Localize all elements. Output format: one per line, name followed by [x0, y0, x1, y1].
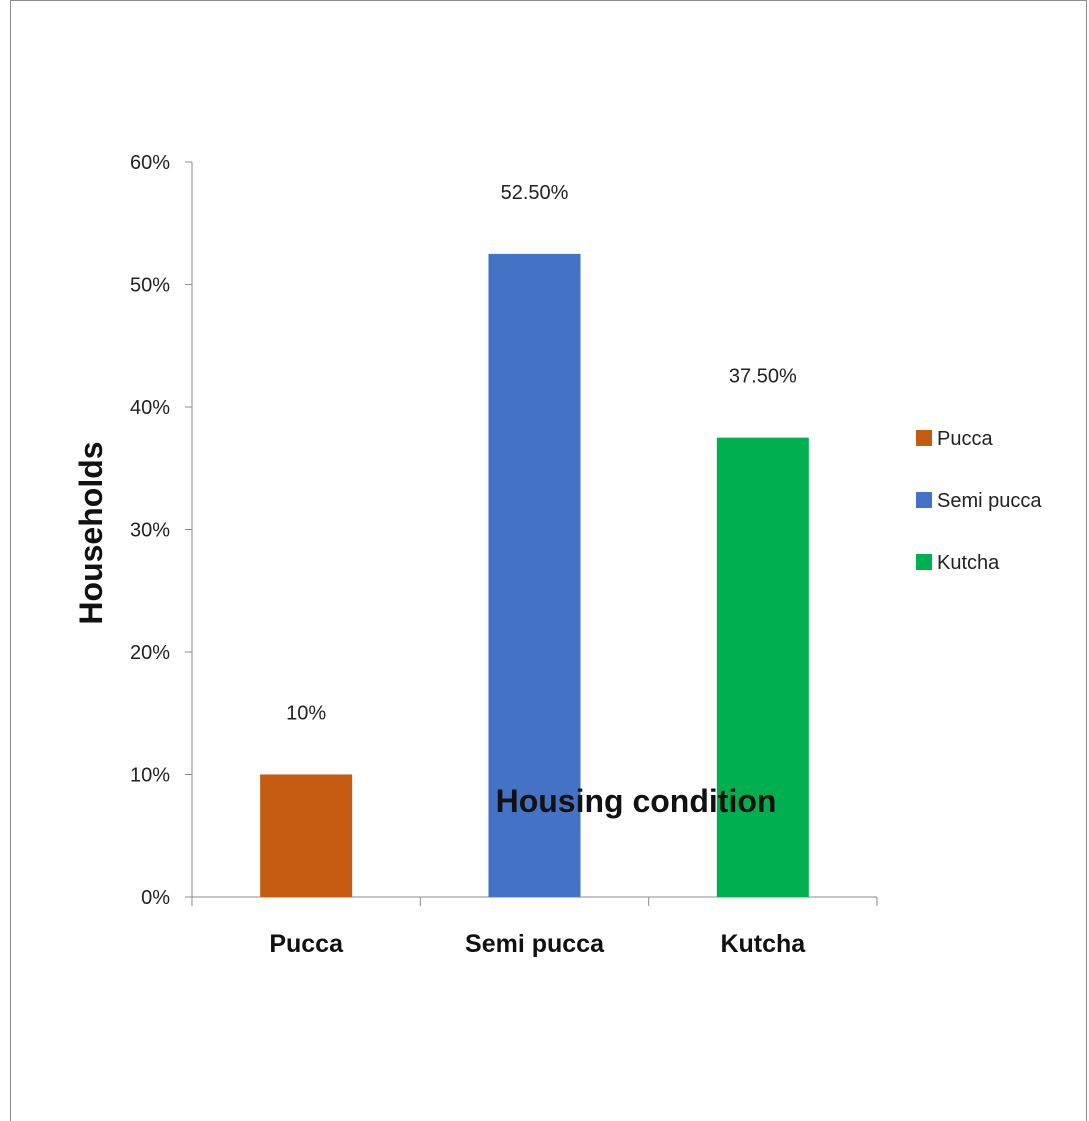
y-tick-label: 40%: [130, 397, 170, 419]
bar: [260, 774, 353, 897]
bar: [488, 253, 581, 897]
bars: 10% 52.50% 37.50%: [260, 182, 809, 897]
y-tick-label: 10%: [130, 765, 170, 787]
y-tick-label: 60%: [130, 152, 170, 174]
legend-swatch: [916, 554, 932, 570]
legend-label: Pucca: [937, 428, 993, 450]
x-tick-label: Semi pucca: [465, 930, 605, 958]
y-tick-label: 30%: [130, 520, 170, 542]
x-axis: Pucca Semi pucca Kutcha: [191, 896, 878, 958]
y-tick-label: 50%: [130, 275, 170, 297]
legend-swatch: [916, 492, 932, 508]
bar: [716, 437, 809, 897]
chart-frame: [10, 0, 1087, 1121]
y-axis: 0% 10% 20% 30% 40% 50% 60%: [130, 152, 193, 909]
legend-swatch: [916, 430, 932, 446]
legend-label: Semi pucca: [937, 490, 1042, 512]
x-tick-label: Pucca: [269, 930, 344, 958]
y-tick-label: 0%: [141, 887, 170, 909]
y-axis-title: Households: [73, 441, 109, 624]
legend-label: Kutcha: [937, 552, 1000, 574]
x-axis-title: Housing condition: [496, 783, 777, 819]
x-tick-label: Kutcha: [720, 930, 806, 958]
data-label: 37.50%: [729, 366, 797, 388]
legend: Pucca Semi pucca Kutcha: [916, 428, 1042, 574]
data-label: 10%: [286, 703, 326, 725]
data-label: 52.50%: [501, 182, 569, 204]
y-tick-label: 20%: [130, 642, 170, 664]
